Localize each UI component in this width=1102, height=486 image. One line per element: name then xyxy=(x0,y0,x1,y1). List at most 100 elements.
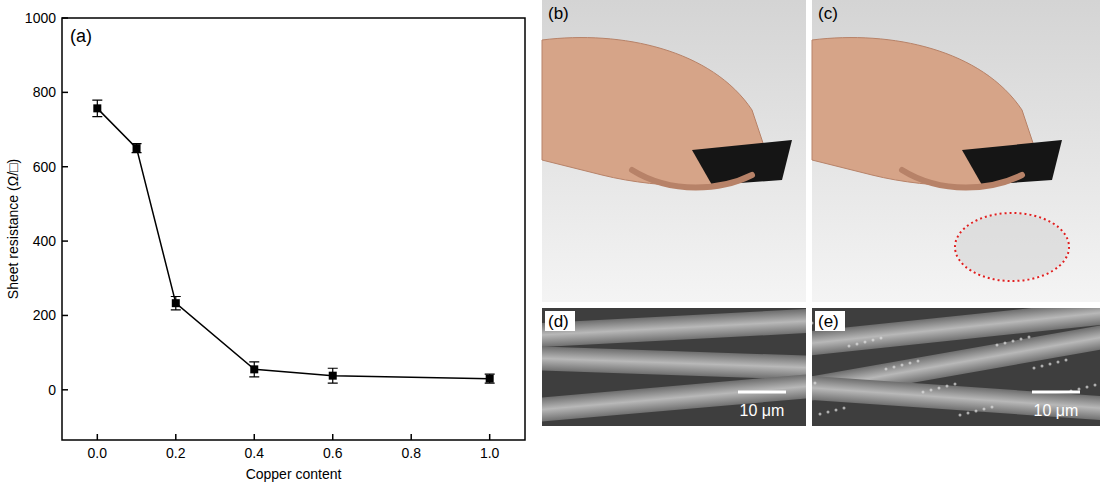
photo-panel: (b) xyxy=(542,0,806,302)
particle xyxy=(819,413,822,416)
particle xyxy=(848,345,851,348)
particle xyxy=(1004,342,1007,345)
data-point xyxy=(250,365,258,373)
x-tick xyxy=(489,434,491,440)
error-bar xyxy=(132,144,142,153)
data-point xyxy=(172,299,180,307)
fibers xyxy=(812,308,1100,423)
y-tick xyxy=(62,17,68,19)
label-patch xyxy=(545,311,575,331)
error-bar xyxy=(171,296,181,309)
y-tick-label: 400 xyxy=(33,233,57,249)
dust xyxy=(956,214,1068,280)
photo-panel: (d) 10 μm xyxy=(502,307,847,426)
particle xyxy=(959,414,962,417)
panel-label: (e) xyxy=(818,312,839,331)
particle xyxy=(864,341,867,344)
x-tick xyxy=(254,434,256,440)
particle xyxy=(1057,361,1060,364)
particle xyxy=(909,362,912,365)
particle xyxy=(827,411,830,414)
particle xyxy=(843,407,846,410)
x-tick-label: 0.0 xyxy=(88,445,108,461)
panel-label: (a) xyxy=(70,26,92,46)
particle xyxy=(930,389,933,392)
particle xyxy=(938,387,941,390)
figure: 020040060080010000.00.20.40.60.81.0Coppe… xyxy=(0,0,1102,486)
fiber xyxy=(542,345,806,381)
particle xyxy=(1078,388,1081,391)
particle xyxy=(893,366,896,369)
scale-bar-label: 10 μm xyxy=(1034,402,1079,419)
x-tick xyxy=(97,434,99,440)
plot-marks xyxy=(92,100,494,383)
label-patch xyxy=(815,311,845,331)
particle xyxy=(991,406,994,409)
x-tick xyxy=(410,434,412,440)
particle xyxy=(1033,367,1036,370)
x-tick-label: 0.6 xyxy=(323,445,343,461)
panel-label: (b) xyxy=(548,4,569,23)
particle xyxy=(954,383,957,386)
particle xyxy=(917,360,920,363)
particle xyxy=(1041,365,1044,368)
y-tick xyxy=(62,92,68,94)
particle xyxy=(1012,340,1015,343)
particle xyxy=(922,391,925,394)
y-tick-label: 1000 xyxy=(25,10,56,26)
error-bar xyxy=(328,368,338,383)
data-point xyxy=(93,104,101,112)
x-axis-title: Copper content xyxy=(246,466,342,482)
y-tick-label: 0 xyxy=(48,382,56,398)
plot-frame xyxy=(62,18,525,440)
y-tick xyxy=(62,389,68,391)
data-point xyxy=(133,144,141,152)
particle xyxy=(812,322,814,325)
particle xyxy=(1028,336,1031,339)
particle xyxy=(814,382,817,385)
particle xyxy=(946,385,949,388)
y-tick xyxy=(62,166,68,168)
x-tick-label: 1.0 xyxy=(480,445,500,461)
y-tick xyxy=(62,240,68,242)
particle xyxy=(1020,338,1023,341)
particle xyxy=(967,412,970,415)
photo-panel: (e) 10 μm xyxy=(772,297,1102,426)
scale-bar xyxy=(738,391,786,394)
data-point xyxy=(329,372,337,380)
photo-background xyxy=(542,0,806,302)
particle xyxy=(1086,386,1089,389)
photo-background xyxy=(812,0,1100,302)
error-bar xyxy=(249,362,259,377)
fiber xyxy=(812,373,1100,423)
y-axis-title: Sheet resistance (Ω/□) xyxy=(5,159,21,299)
particle xyxy=(880,337,883,340)
fiber xyxy=(542,308,806,349)
x-tick xyxy=(175,434,177,440)
x-tick-label: 0.4 xyxy=(245,445,265,461)
x-tick-label: 0.8 xyxy=(401,445,421,461)
error-bar xyxy=(92,100,102,116)
particle xyxy=(835,409,838,412)
particle xyxy=(856,343,859,346)
particle xyxy=(996,344,999,347)
particle xyxy=(1065,359,1068,362)
particle xyxy=(975,410,978,413)
fibers xyxy=(542,308,806,425)
particle xyxy=(983,408,986,411)
highlight-ellipse xyxy=(955,213,1069,281)
particle xyxy=(885,368,888,371)
fingers xyxy=(632,170,752,188)
scale-bar-label: 10 μm xyxy=(740,402,785,419)
fiber xyxy=(542,371,806,425)
particle xyxy=(1049,363,1052,366)
particle xyxy=(1094,384,1097,387)
panel-label: (c) xyxy=(818,4,838,23)
y-tick-label: 200 xyxy=(33,307,57,323)
x-tick-label: 0.2 xyxy=(166,445,186,461)
error-bar xyxy=(485,374,495,383)
x-tick xyxy=(332,434,334,440)
data-line xyxy=(97,108,489,378)
particle xyxy=(901,364,904,367)
panel-label: (d) xyxy=(548,312,569,331)
